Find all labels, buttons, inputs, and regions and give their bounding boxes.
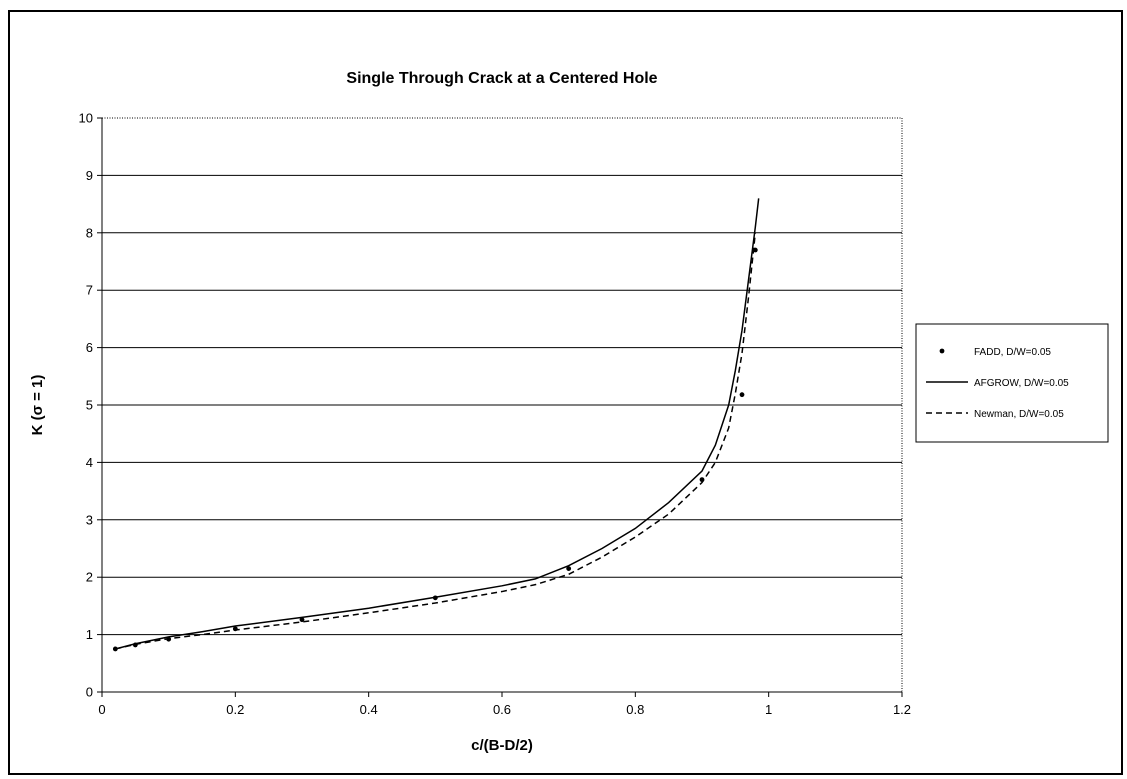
legend-box xyxy=(915,323,1109,443)
x-tick-label: 0.4 xyxy=(360,702,378,717)
legend-label: AFGROW, D/W=0.05 xyxy=(974,378,1069,389)
y-tick-label: 5 xyxy=(86,398,93,413)
chart-frame: Single Through Crack at a Centered Hole … xyxy=(8,10,1123,775)
data-point xyxy=(739,392,745,398)
legend-label: FADD, D/W=0.05 xyxy=(974,347,1051,358)
x-tick-label: 1.2 xyxy=(893,702,911,717)
y-tick-label: 2 xyxy=(86,570,93,585)
chart: Single Through Crack at a Centered Hole … xyxy=(29,70,1109,754)
gridlines xyxy=(102,174,902,636)
y-tick-label: 10 xyxy=(79,111,93,126)
series-line xyxy=(115,232,757,650)
y-tick-label: 0 xyxy=(86,685,93,700)
y-tick-label: 4 xyxy=(86,455,93,470)
y-tick-label: 3 xyxy=(86,512,93,527)
chart-title: Single Through Crack at a Centered Hole xyxy=(346,70,657,87)
series-2 xyxy=(115,198,760,650)
y-tick-labels: 0 1 2 3 4 5 6 7 8 9 10 xyxy=(79,111,93,700)
series-layer xyxy=(112,198,760,652)
legend-marker xyxy=(939,348,945,354)
y-tick-label: 9 xyxy=(86,168,93,183)
y-tick-label: 7 xyxy=(86,283,93,298)
legend-label: Newman, D/W=0.05 xyxy=(974,409,1064,420)
x-axis-title: c/(B-D/2) xyxy=(471,737,533,754)
x-tick-label: 0 xyxy=(98,702,105,717)
x-tick-labels: 0 0.2 0.4 0.6 0.8 1 1.2 xyxy=(98,702,911,717)
axes xyxy=(97,117,903,697)
y-tick-label: 6 xyxy=(86,340,93,355)
x-tick-label: 0.6 xyxy=(493,702,511,717)
y-tick-label: 1 xyxy=(86,627,93,642)
x-tick-label: 1 xyxy=(765,702,772,717)
series-3 xyxy=(115,232,757,650)
x-tick-label: 0.2 xyxy=(226,702,244,717)
data-point xyxy=(566,566,572,571)
x-tick-label: 0.8 xyxy=(626,702,644,717)
y-tick-label: 8 xyxy=(86,225,93,240)
legend: FADD, D/W=0.05 AFGROW, D/W=0.05 Newman, D/… xyxy=(915,323,1109,443)
series-1 xyxy=(112,247,758,652)
series-line xyxy=(115,198,760,650)
data-point xyxy=(299,617,305,623)
y-axis-title: K (σ = 1) xyxy=(29,375,46,436)
